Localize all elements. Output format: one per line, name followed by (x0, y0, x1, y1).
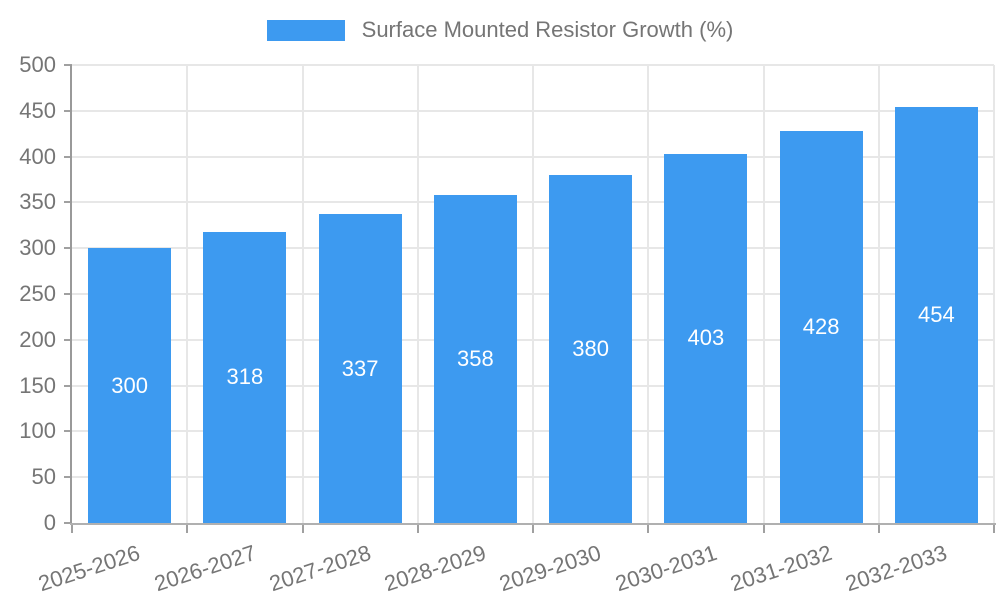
y-tick (64, 109, 72, 112)
x-axis-label: 2030-2031 (611, 540, 720, 597)
x-gridline (532, 65, 534, 523)
x-tick (647, 525, 650, 533)
y-tick (64, 476, 72, 479)
bar (203, 231, 287, 523)
legend-swatch (266, 19, 345, 41)
x-axis-label: 2032-2033 (842, 540, 951, 597)
bar-value-label: 337 (341, 355, 379, 381)
x-axis-line (70, 523, 996, 525)
bar-value-label: 454 (918, 302, 955, 328)
bar (779, 130, 863, 523)
bar (433, 195, 517, 523)
x-tick (532, 525, 534, 533)
y-tick (64, 247, 72, 250)
x-tick (301, 525, 304, 533)
y-tick (64, 201, 72, 204)
y-axis-label: 150 (19, 372, 56, 398)
y-axis-label: 250 (19, 281, 56, 306)
x-tick (186, 525, 189, 533)
y-axis-label: 400 (19, 143, 56, 169)
y-axis-line (70, 65, 72, 525)
y-tick (64, 293, 72, 295)
bar (88, 248, 172, 523)
y-axis-label: 200 (19, 326, 56, 352)
bar-value-label: 428 (802, 313, 840, 339)
bar-value-label: 318 (226, 364, 264, 390)
bar-value-label: 300 (111, 372, 148, 398)
x-axis-label: 2029-2030 (496, 540, 605, 597)
y-axis-label: 500 (19, 52, 56, 77)
y-axis-label: 100 (19, 418, 56, 444)
x-gridline (416, 65, 419, 523)
y-axis-label: 0 (43, 510, 56, 535)
x-tick (762, 525, 765, 533)
y-axis-label: 50 (31, 464, 56, 490)
y-tick (64, 522, 72, 524)
y-tick (64, 155, 72, 158)
x-tick (877, 525, 880, 533)
x-axis-label: 2028-2029 (381, 540, 490, 597)
x-axis-label: 2027-2028 (266, 540, 374, 597)
bar-value-label: 380 (572, 335, 609, 361)
x-tick (993, 525, 995, 533)
bar (894, 107, 978, 523)
y-tick (64, 338, 72, 341)
bar (318, 214, 402, 523)
y-axis-label: 450 (19, 97, 56, 123)
x-gridline (186, 65, 189, 523)
x-axis-label: 2026-2027 (150, 540, 259, 597)
bar-value-label: 358 (457, 346, 494, 372)
legend-title: Surface Mounted Resistor Growth (%) (361, 17, 734, 42)
y-axis-label: 350 (19, 189, 56, 215)
x-gridline (993, 65, 995, 523)
x-gridline (301, 65, 304, 523)
x-axis-label: 2025-2026 (35, 540, 144, 597)
x-gridline (647, 65, 650, 523)
x-tick (416, 525, 419, 533)
x-tick (71, 525, 73, 533)
x-gridline (762, 65, 765, 523)
bar-value-label: 403 (687, 325, 725, 351)
x-axis-label: 2031-2032 (727, 540, 835, 597)
bar (664, 153, 748, 523)
y-tick (64, 384, 72, 387)
y-tick (64, 64, 72, 66)
y-axis-label: 300 (19, 235, 56, 261)
y-tick (64, 430, 72, 433)
bar (549, 174, 633, 523)
chart-legend: Surface Mounted Resistor Growth (%) (0, 17, 1000, 43)
x-gridline (877, 65, 880, 523)
